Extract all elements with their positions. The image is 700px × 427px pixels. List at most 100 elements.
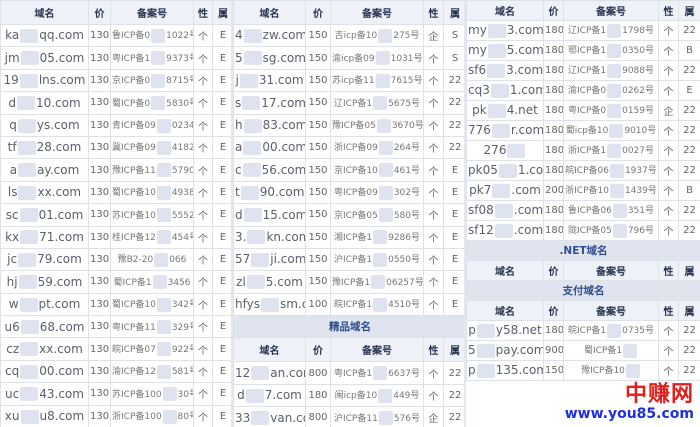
table-row[interactable]: d 7.com 180 闽icp备10 449号个 22: [233, 383, 464, 408]
domain-prefix: 776: [468, 123, 491, 138]
domain-cell: 57 ji.com: [233, 247, 306, 272]
icp-prefix: 吉icp备10: [334, 31, 378, 42]
icp-suffix: 264号: [393, 143, 420, 154]
table-row[interactable]: cq3 1.com 180 渝ICP备0 0262号个 E: [466, 80, 700, 101]
table-row[interactable]: 776 r.com 180 蜀icp备10 9010号个 22: [466, 120, 700, 141]
icp-cell: 浙ICP备100 80号: [110, 404, 194, 427]
owner-type-cell: 企: [423, 406, 444, 427]
icp-cell: 粤ICP备1 9373号: [110, 46, 194, 70]
table-row[interactable]: j 31.com 150 苏icp备11 7615号个 22: [233, 68, 464, 93]
registrar-cell: E: [443, 158, 464, 182]
domain-suffix: 79.com: [37, 252, 82, 267]
blur-mask: [243, 118, 262, 133]
registrar-cell: S: [443, 46, 464, 70]
domain-prefix: d: [8, 95, 16, 110]
icp-suffix: 4938号: [171, 188, 193, 199]
domain-prefix: a: [235, 140, 243, 155]
domain-prefix: ls: [7, 185, 18, 200]
domain-prefix: 57: [235, 252, 251, 267]
registrar-cell: E: [212, 337, 231, 361]
owner-type-cell: 个: [423, 383, 444, 408]
registrar-cell: E: [212, 382, 231, 406]
table-row[interactable]: 276 180 浙ICP备1 0027号个 22: [466, 140, 700, 161]
table-row[interactable]: p y58.net 180 皖ICP备1 0735号个 22: [466, 320, 700, 341]
owner-type-cell: 个: [193, 337, 213, 361]
icp-suffix: 0262号: [622, 86, 654, 97]
icp-suffix: 0735号: [622, 326, 654, 337]
price-cell: 180: [543, 200, 564, 221]
table-row[interactable]: pk7 .com 200 浙ICP备10 1439号个 B: [466, 180, 700, 201]
table-row[interactable]: jc 79.com 130 豫B2-20 066 个 E: [0, 247, 231, 272]
price-cell: 130: [88, 292, 111, 317]
table-row[interactable]: sf12 .com 180 陇ICP备05 796号个 22: [466, 220, 700, 241]
domain-prefix: 33: [235, 410, 251, 425]
table-row[interactable]: zl 5.com 150 豫ICP备1 06257号个 E: [233, 270, 464, 294]
registrar-cell: E: [443, 292, 464, 317]
column-header-price: 价: [88, 0, 111, 25]
blur-mask: [492, 183, 511, 198]
domain-prefix: q: [9, 118, 17, 132]
domain-cell: j 31.com: [233, 68, 306, 93]
domain-cell: zl 5.com: [233, 270, 306, 294]
table-row[interactable]: 5 sg.com 150 渝icp备09 1031号个 S: [233, 46, 464, 70]
table-row[interactable]: 5 pay.com 900 蜀ICP备1 个 22: [466, 340, 700, 361]
table-row[interactable]: c 56.com 150 京ICP备10 461号个 E: [233, 158, 464, 182]
table-row[interactable]: my 3.com 180 辽ICP备1 1798号个 22: [466, 20, 700, 41]
blur-mask: [156, 297, 171, 312]
domain-suffix: 71.com: [39, 229, 84, 244]
blur-mask: [156, 185, 171, 200]
blur-mask: [251, 366, 270, 381]
domain-prefix: t: [235, 185, 240, 200]
table-row[interactable]: d 15.com 150 京ICP备05 580号个 E: [233, 203, 464, 227]
table-row[interactable]: pk 4.net 180 粤ICP备0 0159号企 22: [466, 100, 700, 121]
table-row[interactable]: sf6 3.com 180 辽ICP备1 9088号个 22: [466, 60, 700, 81]
domain-prefix: pk7: [469, 183, 492, 198]
table-row[interactable]: 4 zw.com 150 吉icp备10 275号企 S: [233, 23, 464, 48]
table-row[interactable]: a 00.com 150 浙ICP备09 264号个 22: [233, 135, 464, 160]
domain-suffix: xx.com: [39, 341, 83, 356]
icp-suffix: 0350号: [622, 46, 654, 57]
blur-mask: [378, 185, 393, 200]
table-row[interactable]: h 83.com 150 豫ICP备05 3670号个 22: [233, 113, 464, 137]
owner-type-cell: 个: [193, 113, 213, 137]
table-row[interactable]: 57 ji.com 150 沪ICP备1 0550号个 E: [233, 247, 464, 272]
price-cell: 150: [305, 113, 331, 137]
domain-cell: 33 van.com: [233, 406, 306, 427]
domain-prefix: 12: [235, 365, 251, 380]
table-row[interactable]: s 17.com 150 辽ICP备1 5675号个 22: [233, 91, 464, 115]
table-row[interactable]: sf08 .com 180 鲁ICP备06 351号个 22: [466, 200, 700, 221]
owner-type-cell: 企: [658, 100, 679, 121]
domain-prefix: w: [8, 297, 19, 312]
registrar-cell: E: [443, 225, 464, 249]
owner-type-cell: 个: [423, 135, 444, 160]
table-row[interactable]: t 90.com 150 粤ICP备09 302号个 E: [233, 180, 464, 205]
icp-cell: 浙ICP备1 0027号: [563, 140, 659, 161]
column-header-type: 性: [423, 337, 444, 363]
icp-prefix: 浙ICP备1: [568, 146, 607, 157]
registrar-cell: 22: [678, 60, 700, 81]
table-row[interactable]: p 135.com 150 豫ICP备10 个 22: [466, 360, 700, 381]
table-row[interactable]: my 5.com 180 鄂ICP备1 0350号个 B: [466, 40, 700, 61]
table-row[interactable]: hj 59.com 130 蜀ICP备1 3456 个 E: [0, 270, 231, 294]
